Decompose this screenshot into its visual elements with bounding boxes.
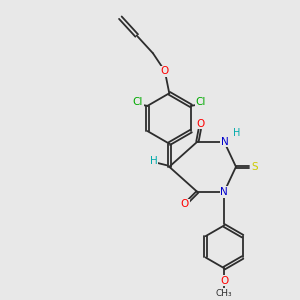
Text: CH₃: CH₃ <box>216 289 232 298</box>
Text: N: N <box>220 187 228 197</box>
Text: O: O <box>196 119 205 129</box>
Text: H: H <box>233 128 240 138</box>
Text: S: S <box>251 162 258 172</box>
Text: N: N <box>221 136 229 147</box>
Text: O: O <box>161 66 169 76</box>
Text: Cl: Cl <box>195 97 206 107</box>
Text: O: O <box>181 200 189 209</box>
Text: H: H <box>150 157 158 166</box>
Text: O: O <box>220 276 228 286</box>
Text: Cl: Cl <box>133 97 143 107</box>
